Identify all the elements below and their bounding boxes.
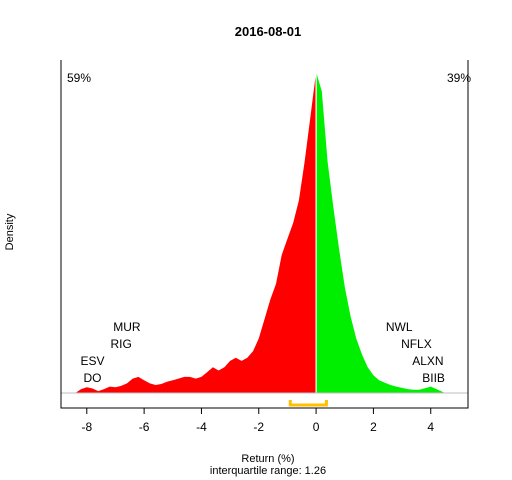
chart-title: 2016-08-01 (235, 24, 302, 39)
x-tick-label: 4 (427, 420, 434, 434)
x-tick-label: -2 (253, 420, 264, 434)
ticker-label-left: DO (84, 371, 102, 385)
x-tick-label: -4 (196, 420, 207, 434)
ticker-label-right: NFLX (401, 337, 432, 351)
ticker-label-right: NWL (386, 320, 413, 334)
negative-share-label: 59% (67, 71, 91, 85)
x-tick-label: -8 (81, 420, 92, 434)
y-axis-label: Density (4, 213, 16, 250)
x-axis-label: Return (%) (241, 453, 294, 465)
positive-density-area (316, 72, 446, 393)
positive-share-label: 39% (447, 71, 471, 85)
x-tick-label: 0 (313, 420, 320, 434)
x-tick-label: 2 (370, 420, 377, 434)
ticker-label-left: RIG (111, 337, 132, 351)
plot-frame (60, 60, 469, 409)
x-tick-label: -6 (139, 420, 150, 434)
ticker-label-left: ESV (81, 354, 105, 368)
negative-density-area (75, 72, 317, 393)
ticker-label-left: MUR (113, 320, 141, 334)
iqr-bracket (288, 400, 328, 407)
ticker-label-right: BIIB (422, 371, 445, 385)
ticker-label-right: ALXN (412, 354, 443, 368)
iqr-caption: interquartile range: 1.26 (210, 465, 326, 477)
plot-area: -8 -6 -4 -2 0 2 4 MUR RIG ESV DO NWL NFLX ALXN BIIB (60, 60, 469, 434)
